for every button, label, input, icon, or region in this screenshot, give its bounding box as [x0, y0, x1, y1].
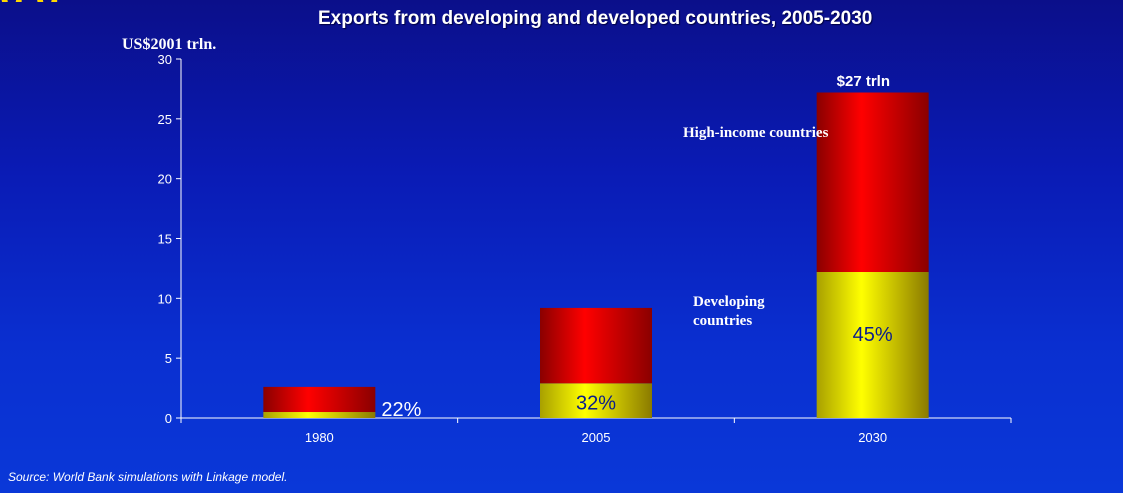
y-tick-label: 25: [158, 112, 172, 127]
annotation-high-income: High-income countries: [683, 125, 829, 141]
data-label-1980: 22%: [381, 399, 421, 421]
y-tick-label: 10: [158, 291, 172, 306]
total-label-2030: $27 trln: [836, 72, 891, 90]
x-tick-label: 2030: [858, 430, 887, 445]
y-tick-label: 5: [165, 351, 172, 366]
x-tick-label: 1980: [305, 430, 334, 445]
bar-developing-2030: [816, 272, 929, 418]
y-axis-label: US$2001 trln.: [122, 36, 217, 53]
x-tick-label: 2005: [582, 430, 611, 445]
bar-developing-2005: [540, 383, 652, 418]
bar-high-income-2005: [540, 307, 652, 384]
slide-heading-fragment: g g: [0, 0, 410, 2]
y-tick-label: 30: [158, 52, 172, 67]
data-labels: 22% 32% 45%: [381, 324, 893, 421]
source-note: Source: World Bank simulations with Link…: [8, 470, 288, 484]
bar-high-income-2030: [816, 92, 929, 273]
data-label-2030: 45%: [853, 324, 893, 346]
y-tick-label: 15: [158, 232, 172, 247]
bar-developing-1980: [263, 412, 376, 418]
chart-title: Exports from developing and developed co…: [318, 8, 873, 29]
annotation-developing: Developing countries: [693, 294, 765, 329]
y-tick-label: 20: [158, 172, 172, 187]
data-label-2005: 32%: [576, 393, 616, 415]
y-tick-label: 0: [165, 411, 172, 426]
bar-high-income-1980: [263, 386, 376, 413]
bars: [263, 92, 929, 418]
